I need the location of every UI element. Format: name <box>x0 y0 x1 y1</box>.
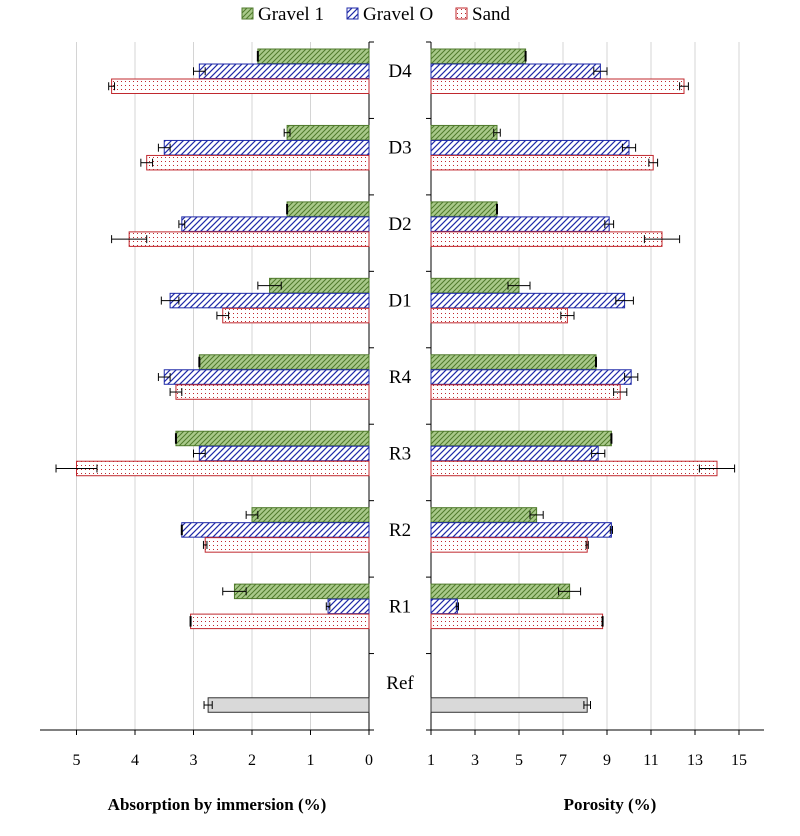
porosity-bar-gravel-o-d4 <box>430 63 601 79</box>
porosity-bar-sand-d3 <box>430 154 654 171</box>
porosity-tick-label: 11 <box>643 752 658 769</box>
absorption-bar-sand-d3 <box>146 154 370 171</box>
porosity-bar-gravel-1-r1 <box>430 583 571 600</box>
porosity-bar-gravel-o-d2 <box>430 216 610 232</box>
absorption-bar-gravel-o-r3 <box>198 445 370 462</box>
absorption-bar-gravel-1-d2 <box>286 201 370 217</box>
category-labels: D4 D3 D2 D1 R4 R3 R2 R1 Ref <box>386 61 414 694</box>
category-label-r3: R3 <box>389 443 411 464</box>
absorption-bar-gravel-1-d1 <box>269 277 370 294</box>
porosity-tick-label: 3 <box>471 752 479 769</box>
porosity-tick-label: 9 <box>603 752 611 769</box>
absorption-bar-sand-r4 <box>175 384 370 400</box>
absorption-tick-label: 4 <box>131 752 139 769</box>
category-label-d2: D2 <box>388 214 411 235</box>
absorption-bar-gravel-1-d4 <box>257 48 370 64</box>
category-label-r4: R4 <box>389 367 412 388</box>
absorption-bar-gravel-o-d1 <box>169 292 370 309</box>
legend: Gravel 1 Gravel O Sand <box>241 4 511 25</box>
porosity-axis-title: Porosity (%) <box>564 795 657 814</box>
absorption-panel: 5 4 3 2 1 0 <box>40 41 374 769</box>
category-label-d1: D1 <box>388 291 411 312</box>
legend-swatch-sand <box>455 7 468 20</box>
absorption-tick-label: 3 <box>190 752 198 769</box>
porosity-bar-gravel-o-r3 <box>430 445 599 462</box>
porosity-bar-gravel-o-r1 <box>430 598 458 615</box>
absorption-bar-gravel-o-d4 <box>198 63 370 79</box>
porosity-bar-sand-r2 <box>430 537 588 553</box>
porosity-bar-gravel-1-r2 <box>430 507 538 523</box>
absorption-bar-gravel-o-d2 <box>181 216 370 232</box>
absorption-bar-gravel-1-r1 <box>233 583 370 600</box>
absorption-bar-gravel-o-r1 <box>327 598 370 615</box>
absorption-tick-label: 2 <box>248 752 256 769</box>
absorption-bar-sand-d1 <box>222 307 370 324</box>
absorption-axis-title: Absorption by immersion (%) <box>108 795 327 814</box>
porosity-bar-gravel-o-r2 <box>430 522 612 538</box>
legend-swatch-gravel-o <box>346 7 359 20</box>
absorption-bar-gravel-1-d3 <box>286 124 370 141</box>
absorption-tick-label: 5 <box>73 752 81 769</box>
absorption-tick-label: 1 <box>307 752 315 769</box>
porosity-bar-gravel-1-r4 <box>430 354 597 370</box>
porosity-bar-gravel-1-d1 <box>430 277 520 294</box>
porosity-bar-sand-r3 <box>430 460 718 477</box>
legend-label-gravel-o: Gravel O <box>363 4 433 25</box>
porosity-bar-gravel-o-d3 <box>430 139 630 156</box>
porosity-bar-gravel-1-r3 <box>430 430 612 447</box>
porosity-bar-sand-r1 <box>430 613 604 630</box>
porosity-bar-gravel-1-d2 <box>430 201 498 217</box>
porosity-bar-sand-r4 <box>430 384 621 400</box>
porosity-bar-gravel-o-r4 <box>430 369 632 385</box>
absorption-bar-sand-r3 <box>76 460 370 477</box>
category-label-r2: R2 <box>389 520 411 541</box>
absorption-bar-sand-r1 <box>190 613 370 630</box>
porosity-panel: 1 3 5 7 9 11 13 15 <box>426 41 764 769</box>
legend-label-gravel-1: Gravel 1 <box>258 4 324 25</box>
porosity-tick-label: 5 <box>515 752 523 769</box>
porosity-tick-label: 13 <box>687 752 703 769</box>
absorption-bar-gravel-1-r4 <box>198 354 370 370</box>
legend-swatch-gravel-1 <box>241 7 254 20</box>
category-label-d3: D3 <box>388 138 411 159</box>
porosity-bar-ref-ref <box>430 697 588 713</box>
absorption-bar-sand-r2 <box>204 537 370 553</box>
porosity-tick-label: 1 <box>427 752 435 769</box>
absorption-bar-gravel-o-d3 <box>163 139 370 156</box>
porosity-bar-gravel-1-d4 <box>430 48 527 64</box>
absorption-bar-gravel-o-r2 <box>181 522 370 538</box>
category-label-d4: D4 <box>388 61 412 82</box>
absorption-bar-ref-ref <box>207 697 370 713</box>
absorption-bar-gravel-1-r3 <box>175 430 370 447</box>
porosity-bar-sand-d2 <box>430 231 663 247</box>
category-label-r1: R1 <box>389 596 411 617</box>
porosity-bar-sand-d4 <box>430 78 685 94</box>
absorption-tick-label: 0 <box>365 752 373 769</box>
porosity-tick-label: 7 <box>559 752 567 769</box>
absorption-bar-gravel-1-r2 <box>251 507 370 523</box>
category-label-ref: Ref <box>386 673 414 694</box>
porosity-bar-gravel-o-d1 <box>430 292 626 309</box>
legend-label-sand: Sand <box>472 4 511 25</box>
porosity-tick-label: 15 <box>731 752 747 769</box>
porosity-bar-gravel-1-d3 <box>430 124 498 141</box>
absorption-bar-sand-d4 <box>111 78 370 94</box>
absorption-bar-sand-d2 <box>128 231 370 247</box>
porosity-bar-sand-d1 <box>430 307 568 324</box>
absorption-bar-gravel-o-r4 <box>163 369 370 385</box>
